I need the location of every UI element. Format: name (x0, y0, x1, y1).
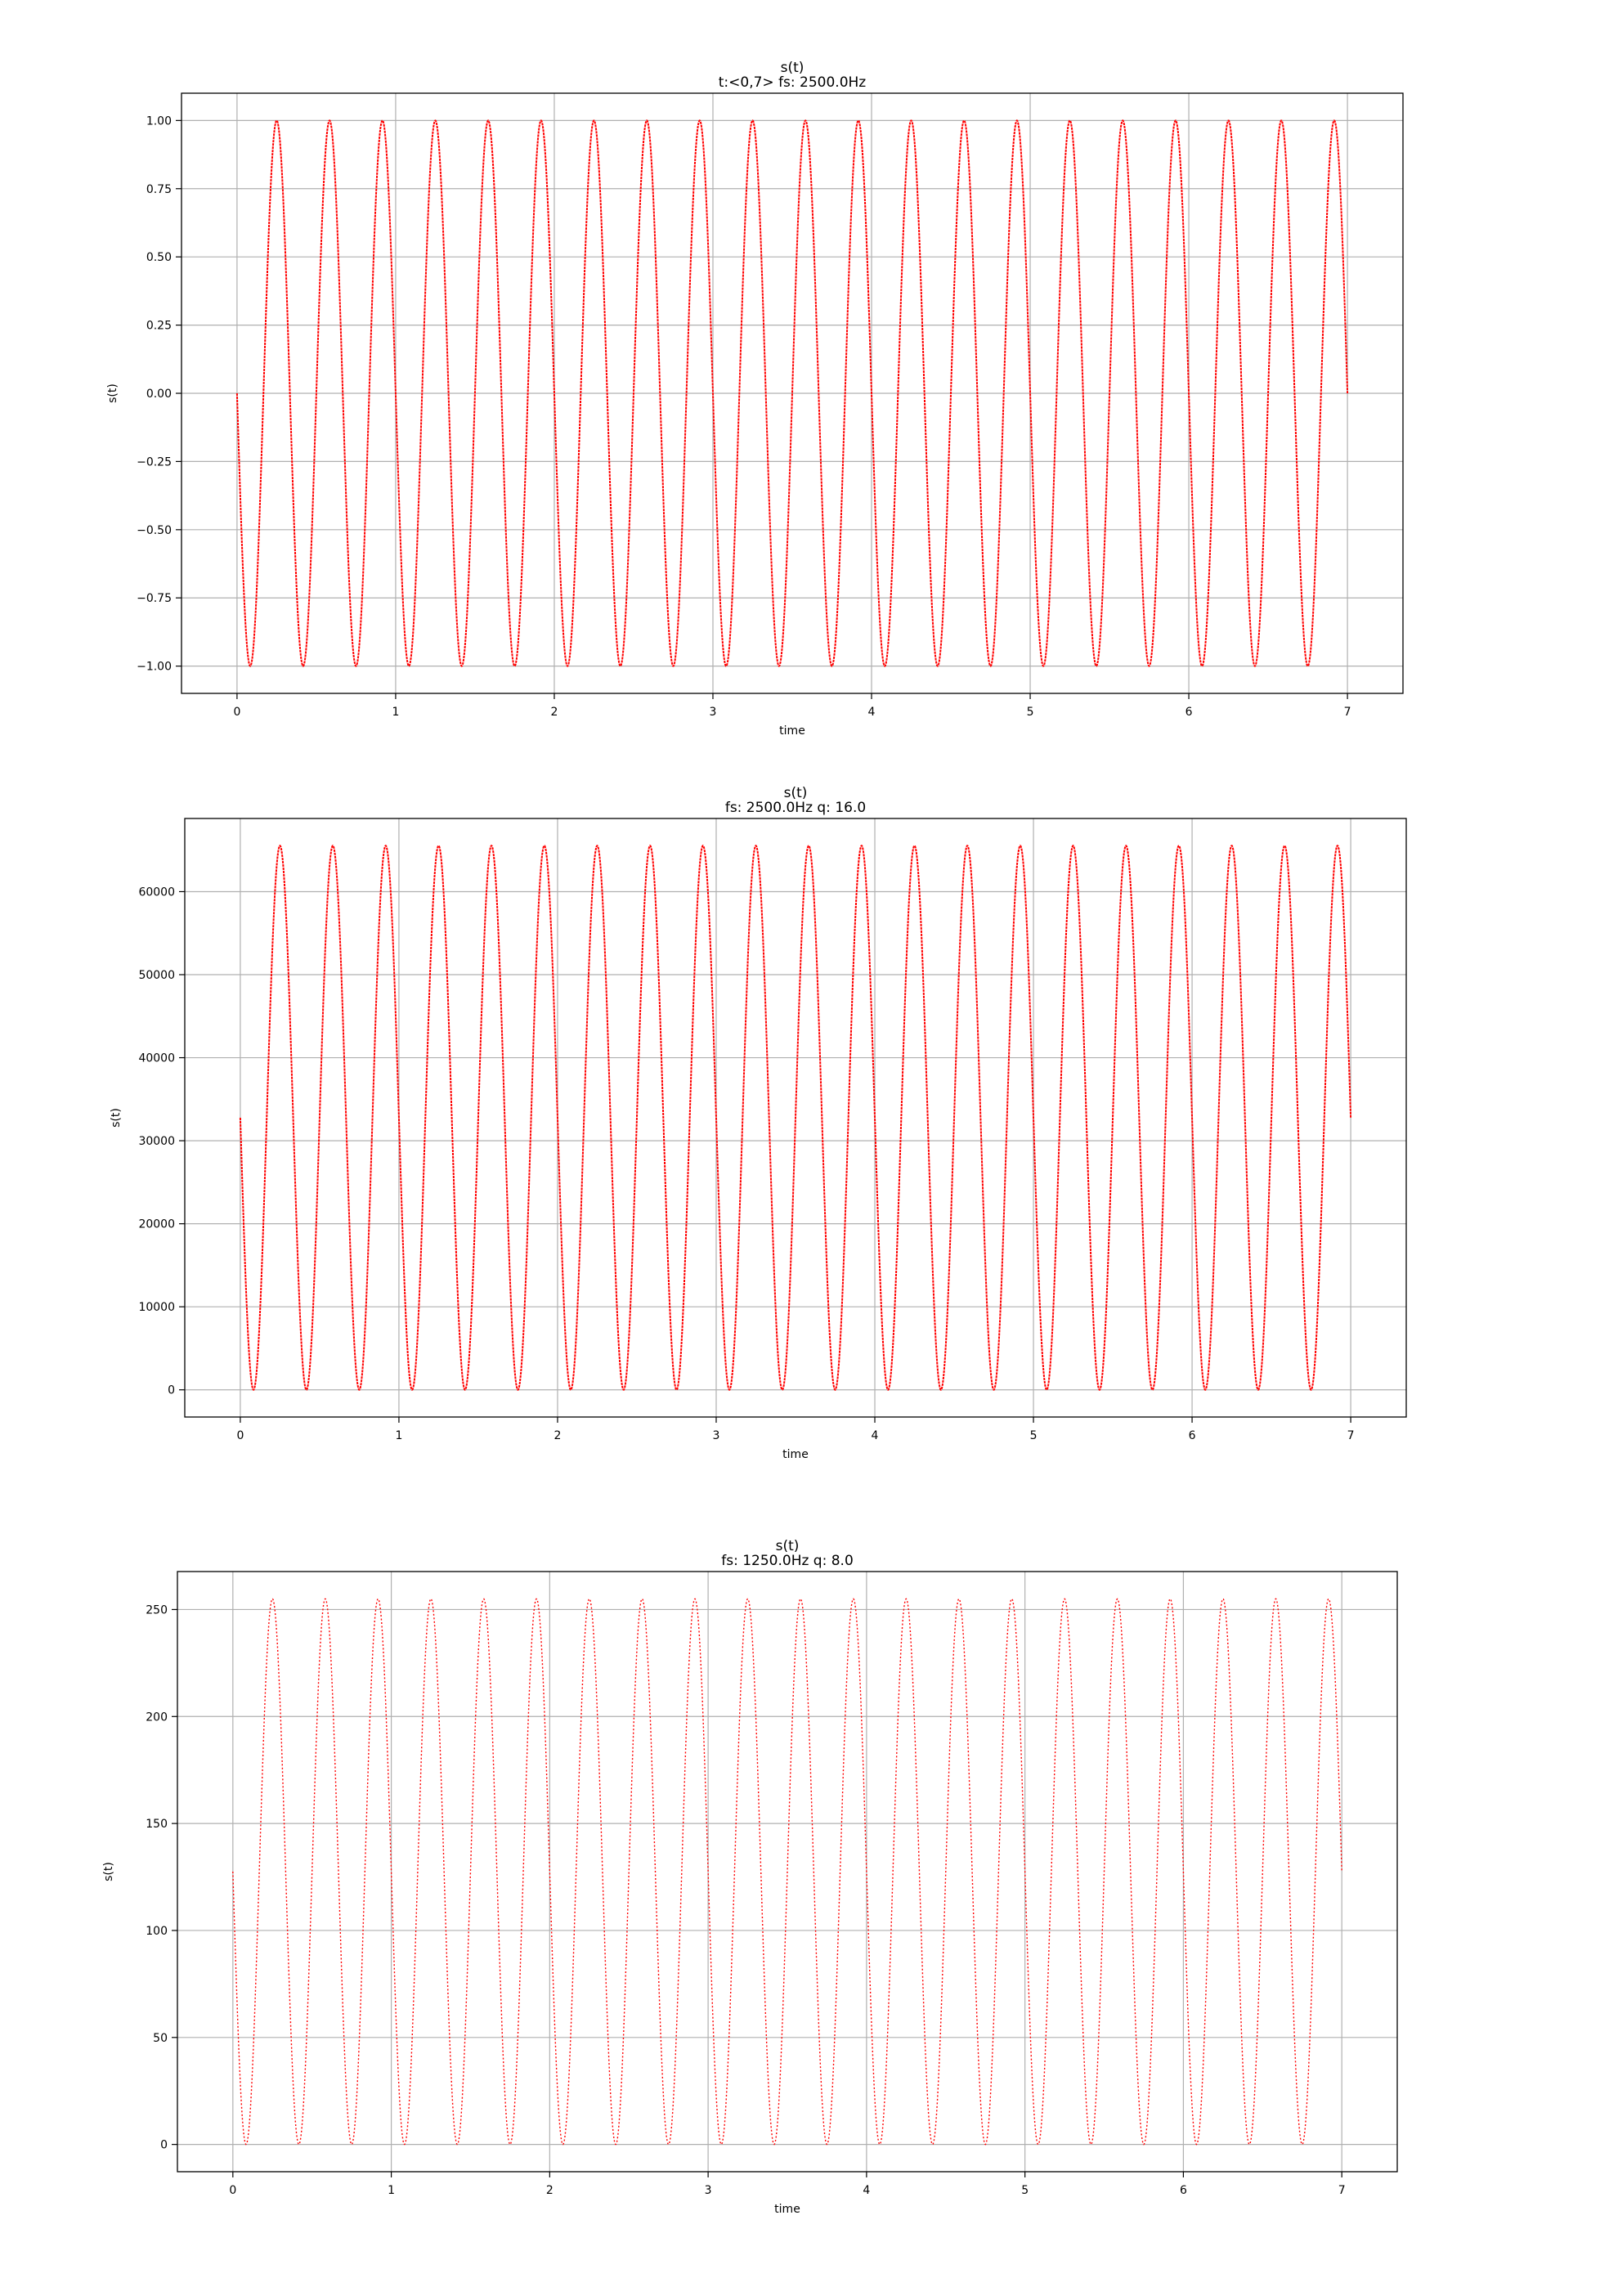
y-tick-label: 100 (146, 1925, 168, 1938)
plot-frame (184, 818, 1407, 1418)
y-tick-label: 0 (160, 2139, 168, 2152)
x-tick-label: 6 (1185, 706, 1193, 719)
y-tick-label: 30000 (138, 1135, 175, 1148)
y-tick-label: 50000 (138, 969, 175, 982)
chart-subtitle: t:<0,7> fs: 2500.0Hz (719, 74, 867, 91)
x-tick-label: 5 (1027, 706, 1034, 719)
x-tick-label: 0 (236, 1429, 244, 1442)
x-axis-label: time (774, 2203, 800, 2216)
x-tick-label: 0 (233, 706, 240, 719)
x-tick-label: 4 (868, 706, 876, 719)
series-line (232, 1598, 1342, 2146)
chart-title: s(t) (776, 1538, 800, 1554)
y-tick-label: 50 (153, 2032, 168, 2045)
chart-2: 0 1 2 3 4 5 6 7 0 10000 20000 30000 40000 50000 60000 s… (110, 785, 1407, 1461)
x-tick-label: 5 (1021, 2184, 1029, 2197)
x-tick-label: 1 (392, 706, 399, 719)
y-tick-label: −0.75 (137, 592, 172, 605)
x-tick-label: 4 (872, 1429, 879, 1442)
y-tick-label: 1.00 (146, 114, 172, 128)
series-line (239, 845, 1352, 1391)
plot-frame (177, 1571, 1398, 2173)
x-tick-label: 7 (1347, 1429, 1355, 1442)
y-tick-label: 10000 (138, 1301, 175, 1314)
chart-title: s(t) (781, 60, 804, 76)
x-axis-label: time (779, 724, 805, 738)
chart-1: 0 1 2 3 4 5 6 7 −1.00 −0.75 −0.50 −0.25 0.00 0.25 0.50… (106, 60, 1404, 738)
plot-frame (181, 92, 1404, 694)
y-axis-label: s(t) (102, 1862, 115, 1881)
y-tick-label: 0.75 (146, 183, 172, 196)
y-tick-label: −0.25 (137, 455, 172, 469)
x-tick-label: 7 (1338, 2184, 1346, 2197)
y-tick-label: 150 (146, 1818, 168, 1831)
y-tick-label: 0.50 (146, 251, 172, 264)
x-tick-label: 3 (713, 1429, 720, 1442)
y-tick-label: 0.00 (146, 388, 172, 401)
x-axis-label: time (782, 1448, 809, 1461)
y-tick-label: 250 (146, 1603, 168, 1617)
x-tick-label: 6 (1189, 1429, 1196, 1442)
y-tick-label: 60000 (138, 886, 175, 899)
x-tick-label: 6 (1180, 2184, 1187, 2197)
x-tick-label: 4 (863, 2184, 870, 2197)
y-tick-label: 20000 (138, 1218, 175, 1231)
x-tick-label: 1 (388, 2184, 395, 2197)
chart-title: s(t) (784, 785, 808, 801)
x-tick-label: 5 (1030, 1429, 1038, 1442)
chart-subtitle: fs: 2500.0Hz q: 16.0 (725, 800, 866, 816)
y-tick-label: 40000 (138, 1052, 175, 1065)
y-axis-label: s(t) (110, 1108, 123, 1128)
y-tick-label: −1.00 (137, 661, 172, 674)
x-tick-label: 7 (1344, 706, 1351, 719)
y-tick-label: 200 (146, 1711, 168, 1724)
x-tick-label: 3 (705, 2184, 712, 2197)
series-line (235, 119, 1349, 667)
y-tick-label: 0.25 (146, 320, 172, 333)
y-axis-label: s(t) (106, 383, 119, 403)
x-tick-label: 1 (395, 1429, 402, 1442)
x-tick-label: 0 (229, 2184, 236, 2197)
x-tick-label: 2 (551, 706, 558, 719)
x-tick-label: 2 (546, 2184, 554, 2197)
chart-subtitle: fs: 1250.0Hz q: 8.0 (721, 1553, 854, 1569)
x-tick-label: 3 (710, 706, 717, 719)
x-tick-label: 2 (554, 1429, 562, 1442)
y-tick-label: 0 (168, 1384, 175, 1397)
y-tick-label: −0.50 (137, 524, 172, 537)
